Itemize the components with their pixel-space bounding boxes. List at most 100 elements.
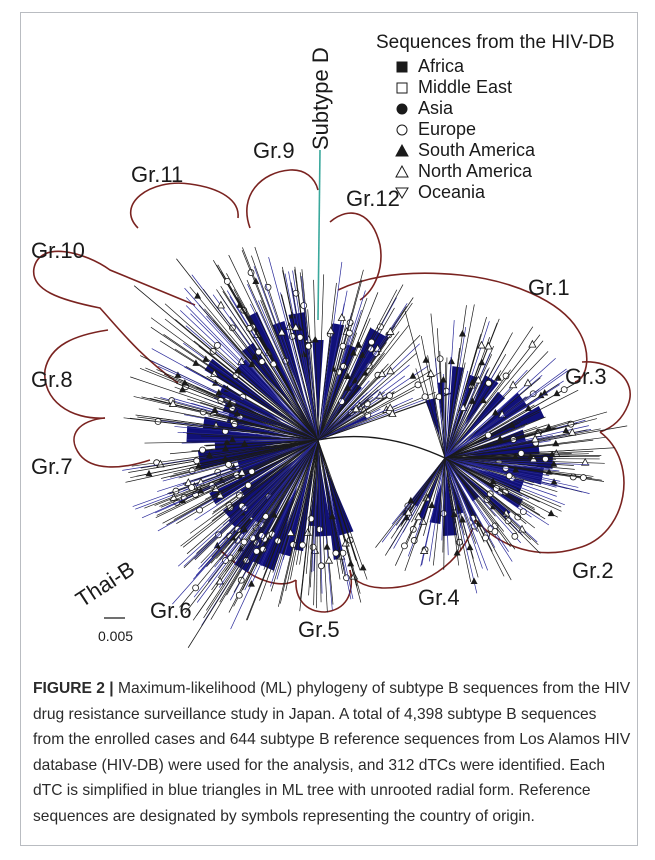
- reference-symbol: [428, 501, 436, 508]
- reference-symbol: [550, 460, 558, 467]
- tree-branch: [186, 433, 319, 441]
- reference-symbol: [409, 372, 417, 379]
- tree-branch: [214, 439, 319, 549]
- tree-branch: [216, 289, 319, 441]
- dtc-clade: [449, 474, 464, 515]
- tree-branch: [393, 457, 446, 549]
- tree-branch: [444, 457, 535, 484]
- gr7-outline: [73, 417, 151, 468]
- tree-branch: [317, 439, 334, 605]
- legend-label: Asia: [418, 98, 454, 118]
- tree-branch: [156, 369, 319, 441]
- gr2-label: Gr.2: [572, 558, 614, 583]
- reference-symbol: [210, 369, 219, 377]
- scale-bar-label: 0.005: [98, 628, 133, 644]
- gr7-label: Gr.7: [31, 454, 73, 479]
- tree-branch: [444, 457, 557, 497]
- reference-symbol: [355, 341, 363, 348]
- reference-symbol: [252, 277, 260, 285]
- gr12-label: Gr.12: [346, 186, 400, 211]
- tree-branch: [444, 375, 476, 459]
- reference-symbol: [264, 283, 272, 291]
- tree-branch: [185, 297, 319, 441]
- tree-branch: [175, 382, 319, 441]
- tree-branch: [443, 457, 446, 570]
- tree-branch: [317, 439, 368, 580]
- legend-symbol: [395, 164, 409, 178]
- gr11-outline: [130, 182, 239, 229]
- reference-symbol: [388, 409, 397, 417]
- tree-branch: [444, 304, 475, 459]
- reference-symbol: [410, 537, 418, 544]
- tree-branch: [140, 439, 319, 469]
- tree-branch: [408, 457, 446, 539]
- reference-symbol: [496, 435, 504, 442]
- tree-branch: [174, 426, 319, 441]
- tree-branch: [242, 310, 319, 441]
- tree-branch: [444, 457, 488, 571]
- tree-branch: [444, 457, 461, 551]
- gr10-label: Gr.10: [31, 238, 85, 263]
- tree-branch: [268, 257, 319, 441]
- reference-symbol: [482, 534, 489, 542]
- gr3-outline: [581, 361, 631, 433]
- tree-branch: [313, 279, 319, 441]
- tree-branch: [317, 289, 398, 441]
- tree-branch: [444, 378, 499, 459]
- tree-branch: [317, 316, 345, 441]
- group-outlines: [32, 169, 631, 613]
- tree-branch: [164, 318, 319, 441]
- reference-symbol: [240, 538, 248, 546]
- tree-branch: [444, 457, 460, 566]
- tree-branch: [130, 376, 319, 441]
- tree-branch: [163, 334, 319, 441]
- dtc-clade: [443, 471, 457, 537]
- tree-branch: [444, 368, 567, 459]
- reference-symbol: [484, 341, 493, 350]
- tree-branch: [182, 439, 319, 548]
- tree-branch: [317, 274, 325, 441]
- tree-branch: [316, 439, 319, 609]
- tree-branch: [317, 261, 343, 441]
- tree-branch: [289, 439, 319, 580]
- legend-item: Asia: [396, 98, 454, 118]
- tree-branch: [194, 439, 319, 560]
- gr5-label: Gr.5: [298, 617, 340, 642]
- reference-symbol: [300, 302, 308, 309]
- tree-branch: [212, 320, 319, 441]
- tree-branch: [444, 457, 550, 476]
- tree-branch: [217, 439, 319, 579]
- reference-symbol: [581, 457, 590, 466]
- tree-branch: [317, 282, 337, 441]
- tree-branch: [270, 439, 319, 587]
- tree-branch: [151, 348, 319, 441]
- reference-symbol: [435, 393, 443, 401]
- reference-symbol: [305, 342, 312, 350]
- reference-symbol: [528, 339, 537, 348]
- reference-symbol: [511, 532, 519, 540]
- tree-branch: [413, 457, 446, 510]
- legend-item: Africa: [396, 56, 465, 76]
- tree-branch: [444, 426, 538, 459]
- tree-branch: [317, 319, 368, 441]
- reference-symbol: [375, 390, 385, 399]
- tree-branch: [230, 439, 319, 630]
- tree-branch: [317, 342, 387, 441]
- tree-branch: [158, 408, 319, 441]
- tree-branch: [194, 439, 319, 521]
- tree-branch: [375, 457, 446, 548]
- tree-branch: [309, 439, 319, 588]
- tree-branch: [444, 351, 549, 459]
- tree-branch: [133, 285, 319, 441]
- reference-symbol: [244, 481, 252, 489]
- tree-branch: [444, 449, 575, 459]
- tree-branch: [390, 457, 446, 539]
- gr8-outline: [44, 329, 109, 419]
- thai-b-label: Thai-B: [71, 556, 139, 612]
- legend-item: Oceania: [395, 182, 486, 202]
- tree-branch: [444, 392, 518, 459]
- reference-symbol: [377, 323, 384, 331]
- tree-branch: [444, 356, 452, 459]
- tree-branch: [444, 457, 532, 518]
- tree-branch: [189, 286, 319, 441]
